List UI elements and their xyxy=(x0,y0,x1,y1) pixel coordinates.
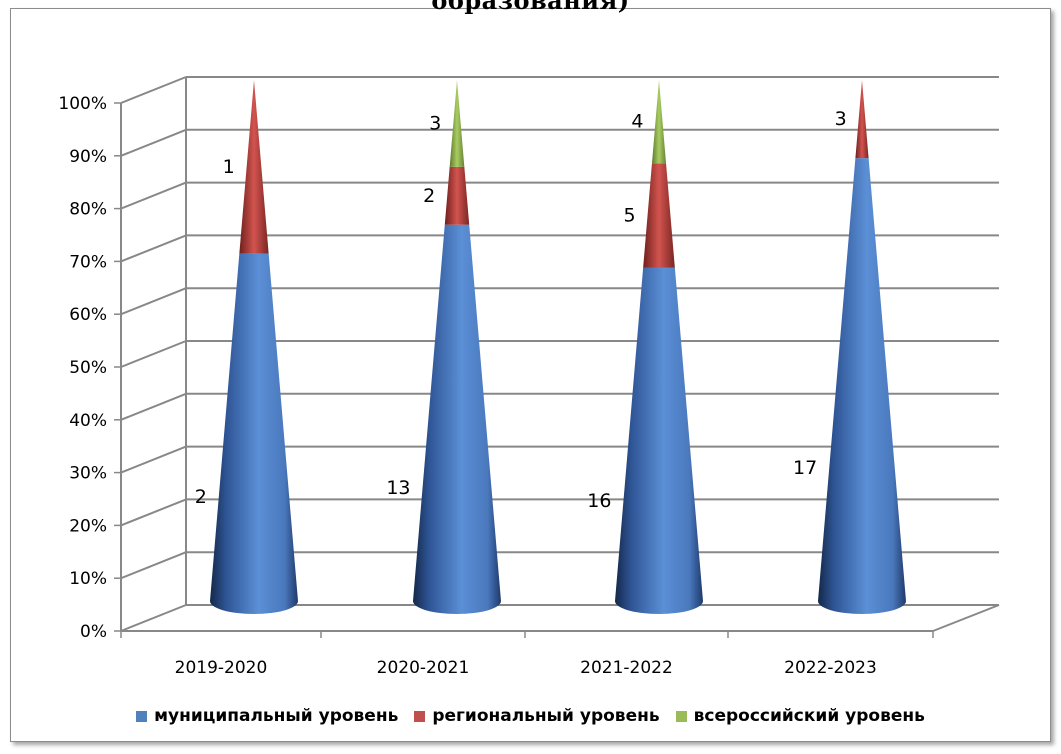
legend-item-regional: региональный уровень xyxy=(414,706,660,726)
data-label: 17 xyxy=(793,457,817,479)
x-tick-label: 2019-2020 xyxy=(175,658,268,678)
page-title: образования) xyxy=(431,0,630,15)
legend-item-municipal: муниципальный уровень xyxy=(136,706,398,726)
y-tick-label: 100% xyxy=(58,94,107,114)
floor-right-edge xyxy=(932,604,1000,632)
cone-segment-municipal xyxy=(413,224,501,614)
legend: муниципальный уровень региональный урове… xyxy=(0,706,1061,726)
data-label: 5 xyxy=(623,204,635,226)
y-tick-label: 30% xyxy=(69,464,107,484)
cone-segment-national xyxy=(651,80,667,164)
legend-label-municipal: муниципальный уровень xyxy=(154,706,399,726)
gridline-side xyxy=(120,604,187,632)
x-tick-label: 2021-2022 xyxy=(580,658,673,678)
data-label: 2 xyxy=(423,185,435,207)
gridline-side xyxy=(120,551,187,580)
legend-item-national: всероссийский уровень xyxy=(675,706,925,726)
cone-segment-regional xyxy=(444,166,470,225)
gridline-side xyxy=(120,181,187,210)
data-label: 4 xyxy=(631,111,643,133)
gridline-side xyxy=(120,76,187,104)
data-label: 3 xyxy=(835,108,847,130)
x-tick-label: 2020-2021 xyxy=(377,658,470,678)
legend-swatch-regional xyxy=(414,710,426,722)
cone-segment-regional xyxy=(855,80,869,159)
cone-segment-municipal xyxy=(818,158,906,614)
y-tick-label: 60% xyxy=(69,305,107,325)
y-tick-label: 70% xyxy=(69,252,107,272)
cone-segment-municipal xyxy=(615,267,703,614)
data-label: 3 xyxy=(429,112,441,134)
gridline-side xyxy=(120,445,187,474)
gridline-side xyxy=(120,498,187,527)
gridline-side xyxy=(120,340,187,368)
data-label: 1 xyxy=(223,156,235,178)
y-tick-label: 80% xyxy=(69,200,107,220)
y-tick-label: 0% xyxy=(80,622,107,642)
legend-swatch-national xyxy=(675,710,687,722)
data-label: 13 xyxy=(386,477,410,499)
legend-label-regional: региональный уровень xyxy=(432,706,660,726)
y-tick-label: 10% xyxy=(69,569,107,589)
gridline-side xyxy=(120,128,187,157)
data-label: 2 xyxy=(195,486,207,508)
y-tick-label: 90% xyxy=(69,147,107,167)
data-label: 16 xyxy=(587,490,611,512)
cone-segment-national xyxy=(449,80,465,167)
legend-label-national: всероссийский уровень xyxy=(693,706,925,726)
cone-segment-regional xyxy=(643,163,675,268)
gridline-side xyxy=(120,234,187,263)
y-tick-label: 20% xyxy=(69,516,107,536)
y-tick-label: 40% xyxy=(69,411,107,431)
gridline-side xyxy=(120,392,187,421)
legend-swatch-municipal xyxy=(136,710,148,722)
x-tick-label: 2022-2023 xyxy=(784,658,877,678)
cone-segment-regional xyxy=(239,80,269,254)
y-tick-label: 50% xyxy=(69,358,107,378)
cone-segment-municipal xyxy=(210,253,298,614)
gridline-side xyxy=(120,287,187,316)
